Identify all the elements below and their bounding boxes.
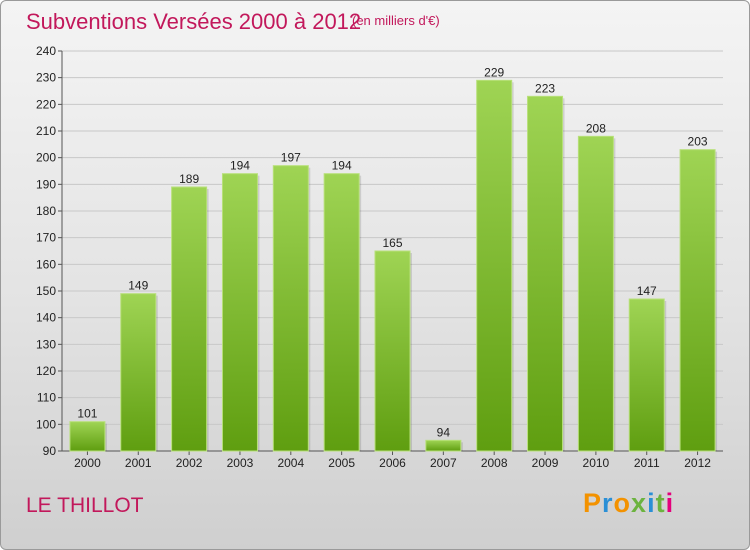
- x-tick-label: 2004: [277, 456, 304, 470]
- y-tick-label: 120: [36, 364, 56, 378]
- logo-letter: i: [665, 488, 675, 518]
- data-label: 194: [332, 159, 352, 173]
- logo-letter: o: [613, 488, 632, 518]
- bar-2012: [679, 149, 716, 452]
- bar-2005: [323, 173, 360, 452]
- x-tick-label: 2003: [227, 456, 254, 470]
- logo-letter: r: [602, 488, 614, 518]
- bar-2008: [476, 79, 513, 452]
- y-tick-label: 130: [36, 337, 56, 351]
- data-label: 101: [77, 407, 97, 421]
- y-tick-label: 200: [36, 151, 56, 165]
- logo-letter: P: [583, 488, 603, 518]
- logo-letter: x: [631, 488, 648, 518]
- y-tick-label: 160: [36, 257, 56, 271]
- data-label: 94: [437, 425, 451, 439]
- y-tick-label: 150: [36, 284, 56, 298]
- bar-2000: [69, 421, 106, 452]
- data-label: 189: [179, 172, 199, 186]
- data-label: 208: [586, 121, 606, 135]
- x-tick-label: 2006: [379, 456, 406, 470]
- y-tick-label: 230: [36, 71, 56, 85]
- data-labels: 101 149 189 194 197 194 165 94 229 223 208 147 203: [77, 65, 708, 439]
- y-tick-label: 180: [36, 204, 56, 218]
- x-tick-label: 2005: [328, 456, 355, 470]
- y-tick-label: 190: [36, 177, 56, 191]
- proxiti-logo: Proxiti: [583, 488, 674, 519]
- y-tick-label: 140: [36, 311, 56, 325]
- bars: [69, 79, 718, 452]
- x-tick-label: 2012: [684, 456, 711, 470]
- data-label: 223: [535, 81, 555, 95]
- commune-name: LE THILLOT: [26, 494, 144, 517]
- y-tick-label: 110: [37, 391, 56, 405]
- bar-2009: [527, 95, 564, 452]
- x-tick-label: 2011: [634, 456, 660, 470]
- y-tick-label: 210: [36, 124, 56, 138]
- chart-title: Subventions Versées 2000 à 2012: [26, 9, 362, 34]
- logo-letter: i: [647, 488, 656, 518]
- y-tick-label: 100: [36, 417, 56, 431]
- bar-2011: [628, 298, 665, 452]
- bar-2004: [272, 165, 309, 452]
- y-tick-label: 240: [36, 44, 56, 58]
- unit-label: (en milliers d'€): [352, 13, 440, 28]
- x-tick-label: 2008: [481, 456, 508, 470]
- bar-2002: [171, 186, 208, 452]
- logo-letter: t: [655, 488, 666, 518]
- x-tick-label: 2000: [74, 456, 101, 470]
- x-tick-label: 2002: [176, 456, 203, 470]
- data-label: 203: [688, 135, 708, 149]
- bar-2003: [221, 173, 258, 452]
- bar-2007: [425, 439, 462, 452]
- bar-2010: [577, 135, 614, 452]
- x-tick-label: 2001: [125, 456, 152, 470]
- data-label: 197: [281, 151, 301, 165]
- x-tick-label: 2010: [583, 456, 610, 470]
- x-tick-label: 2007: [430, 456, 457, 470]
- data-label: 194: [230, 159, 250, 173]
- data-label: 149: [128, 279, 148, 293]
- axes: 90 100 110 120 130 140 150 160 170 180 190 200 210 22…: [36, 44, 723, 470]
- data-label: 229: [484, 65, 504, 79]
- bar-2001: [120, 293, 157, 452]
- bar-2006: [374, 250, 411, 452]
- data-label: 147: [637, 284, 657, 298]
- data-label: 165: [382, 236, 402, 250]
- y-tick-label: 220: [36, 97, 56, 111]
- y-tick-label: 90: [43, 444, 57, 458]
- y-tick-label: 170: [36, 231, 56, 245]
- x-tick-label: 2009: [532, 456, 559, 470]
